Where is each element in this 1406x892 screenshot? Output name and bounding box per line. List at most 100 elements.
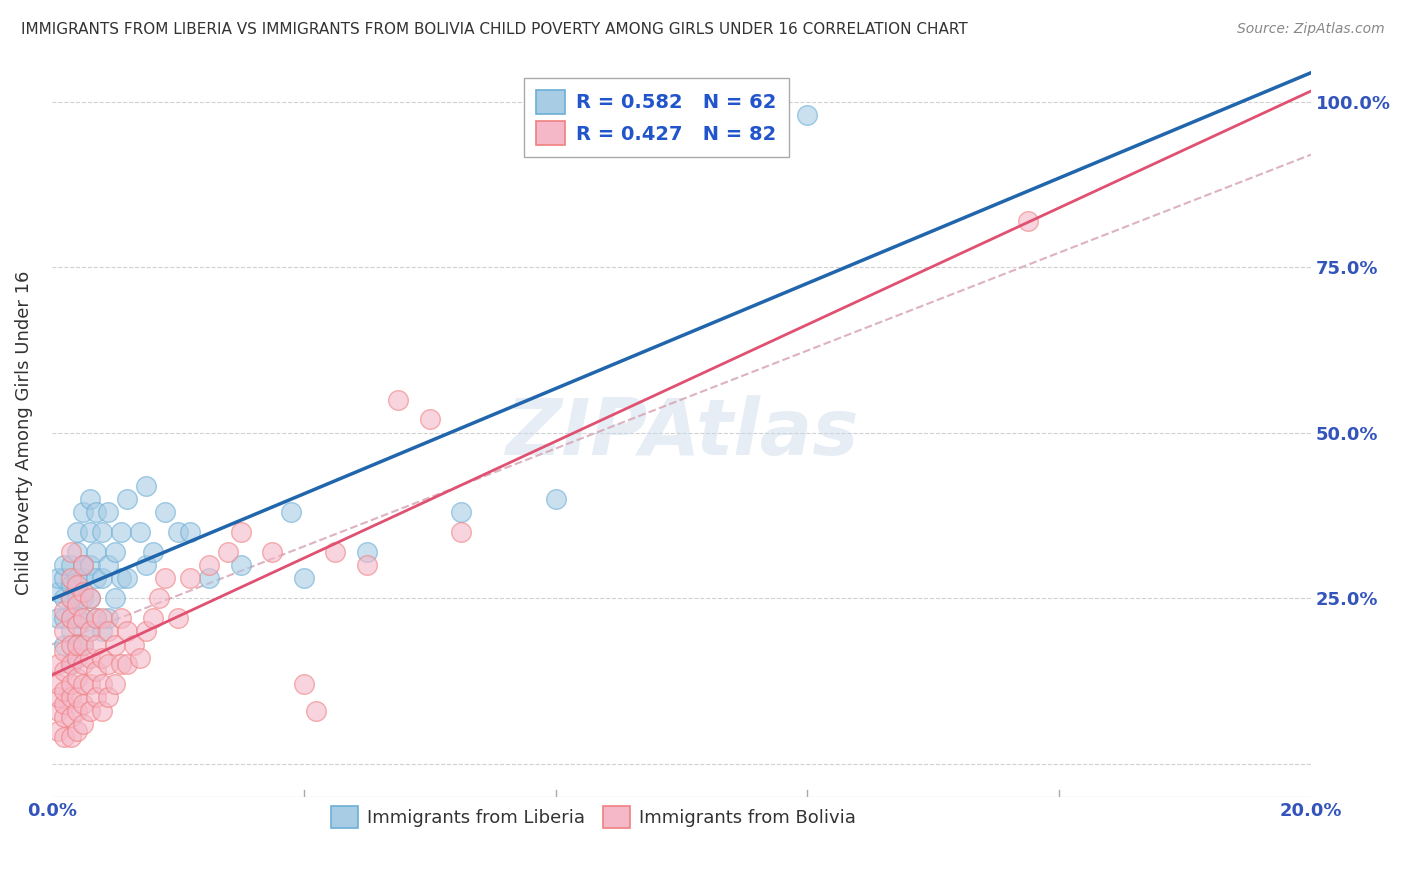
Point bbox=[46, 657, 69, 672]
Y-axis label: Child Poverty Among Girls Under 16: Child Poverty Among Girls Under 16 bbox=[15, 270, 32, 595]
Point bbox=[110, 611, 132, 625]
Point bbox=[84, 664, 107, 678]
Point bbox=[72, 571, 94, 585]
Point bbox=[97, 505, 120, 519]
Point bbox=[59, 624, 82, 639]
Point bbox=[117, 491, 139, 506]
Point bbox=[84, 690, 107, 705]
Point bbox=[79, 591, 101, 606]
Point bbox=[84, 571, 107, 585]
Point bbox=[53, 697, 76, 711]
Point bbox=[262, 545, 284, 559]
Point bbox=[117, 657, 139, 672]
Point bbox=[53, 644, 76, 658]
Point bbox=[79, 624, 101, 639]
Point bbox=[104, 545, 127, 559]
Point bbox=[280, 505, 302, 519]
Point bbox=[179, 524, 201, 539]
Point bbox=[66, 723, 89, 738]
Point bbox=[59, 730, 82, 744]
Point bbox=[72, 558, 94, 572]
Point bbox=[59, 690, 82, 705]
Point bbox=[305, 704, 328, 718]
Point bbox=[135, 478, 157, 492]
Point bbox=[122, 638, 145, 652]
Point bbox=[72, 657, 94, 672]
Point bbox=[53, 571, 76, 585]
Point bbox=[1017, 214, 1039, 228]
Point bbox=[72, 505, 94, 519]
Point bbox=[544, 491, 567, 506]
Point bbox=[72, 638, 94, 652]
Point bbox=[110, 524, 132, 539]
Point bbox=[53, 604, 76, 618]
Point bbox=[141, 611, 163, 625]
Point bbox=[292, 571, 315, 585]
Point bbox=[72, 638, 94, 652]
Point bbox=[59, 611, 82, 625]
Point bbox=[53, 730, 76, 744]
Point bbox=[66, 611, 89, 625]
Point bbox=[91, 677, 114, 691]
Point bbox=[59, 558, 82, 572]
Point bbox=[91, 624, 114, 639]
Point bbox=[79, 650, 101, 665]
Point bbox=[66, 524, 89, 539]
Point bbox=[72, 611, 94, 625]
Point bbox=[72, 697, 94, 711]
Point bbox=[229, 558, 252, 572]
Point bbox=[166, 524, 188, 539]
Text: Source: ZipAtlas.com: Source: ZipAtlas.com bbox=[1237, 22, 1385, 37]
Point bbox=[84, 505, 107, 519]
Point bbox=[292, 677, 315, 691]
Point bbox=[97, 657, 120, 672]
Point bbox=[46, 704, 69, 718]
Point bbox=[72, 611, 94, 625]
Point bbox=[91, 650, 114, 665]
Point bbox=[450, 524, 472, 539]
Point bbox=[59, 545, 82, 559]
Point bbox=[356, 558, 378, 572]
Legend: Immigrants from Liberia, Immigrants from Bolivia: Immigrants from Liberia, Immigrants from… bbox=[323, 798, 863, 835]
Point bbox=[229, 524, 252, 539]
Point bbox=[53, 591, 76, 606]
Point bbox=[46, 611, 69, 625]
Point bbox=[97, 624, 120, 639]
Point bbox=[97, 690, 120, 705]
Point bbox=[796, 108, 818, 122]
Point bbox=[59, 638, 82, 652]
Point bbox=[66, 591, 89, 606]
Point bbox=[148, 591, 170, 606]
Point bbox=[79, 591, 101, 606]
Point bbox=[91, 571, 114, 585]
Point bbox=[153, 505, 176, 519]
Point bbox=[129, 650, 152, 665]
Point bbox=[59, 657, 82, 672]
Point bbox=[356, 545, 378, 559]
Point bbox=[66, 617, 89, 632]
Point bbox=[104, 677, 127, 691]
Point bbox=[46, 690, 69, 705]
Point bbox=[84, 545, 107, 559]
Point bbox=[153, 571, 176, 585]
Point bbox=[323, 545, 346, 559]
Point bbox=[46, 584, 69, 599]
Point bbox=[46, 571, 69, 585]
Point bbox=[79, 524, 101, 539]
Point bbox=[84, 611, 107, 625]
Point bbox=[198, 558, 221, 572]
Point bbox=[66, 638, 89, 652]
Point bbox=[53, 710, 76, 724]
Point bbox=[141, 545, 163, 559]
Point bbox=[46, 723, 69, 738]
Point bbox=[59, 611, 82, 625]
Point bbox=[66, 671, 89, 685]
Point bbox=[66, 690, 89, 705]
Point bbox=[110, 657, 132, 672]
Point bbox=[53, 683, 76, 698]
Point bbox=[53, 558, 76, 572]
Point bbox=[79, 704, 101, 718]
Point bbox=[97, 611, 120, 625]
Point bbox=[166, 611, 188, 625]
Point bbox=[104, 591, 127, 606]
